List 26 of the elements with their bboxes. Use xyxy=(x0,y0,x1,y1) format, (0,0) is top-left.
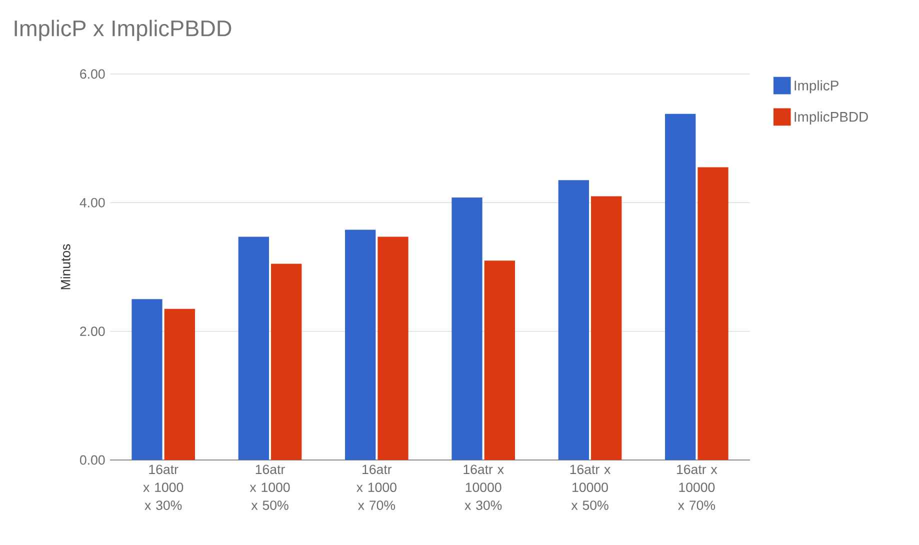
bar xyxy=(484,260,515,460)
bar xyxy=(665,114,696,460)
x-tick-label: 16atr x 10000 x 70% xyxy=(677,464,718,510)
y-tick-label: 2.00 xyxy=(80,326,105,336)
bar xyxy=(378,236,408,460)
bar xyxy=(345,230,376,460)
y-tick-label: 0.00 xyxy=(80,455,105,465)
x-tick-label: 16atr x 1000 x 30% xyxy=(143,464,184,510)
x-tick-label: 16atr x 10000 x 30% xyxy=(464,464,504,510)
bar xyxy=(591,196,622,460)
y-tick-label: 4.00 xyxy=(80,198,105,208)
bar xyxy=(698,167,728,460)
bar xyxy=(558,180,589,460)
y-tick-label: 6.00 xyxy=(80,69,105,79)
bar xyxy=(271,264,302,460)
legend-label: ImplicP xyxy=(794,80,838,94)
bar xyxy=(452,198,482,460)
x-tick-label: 16atr x 10000 x 50% xyxy=(570,464,611,510)
x-tick-label: 16atr x 1000 x 50% xyxy=(250,464,290,510)
chart-title: ImplicP x ImplicPBDD xyxy=(14,20,232,41)
x-tick-label: 16atr x 1000 x 70% xyxy=(356,464,396,510)
bar xyxy=(132,299,162,460)
y-axis-title: Minutos xyxy=(60,244,70,290)
bar xyxy=(164,308,195,460)
bar xyxy=(238,236,269,460)
legend-label: ImplicPBDD xyxy=(794,112,868,125)
